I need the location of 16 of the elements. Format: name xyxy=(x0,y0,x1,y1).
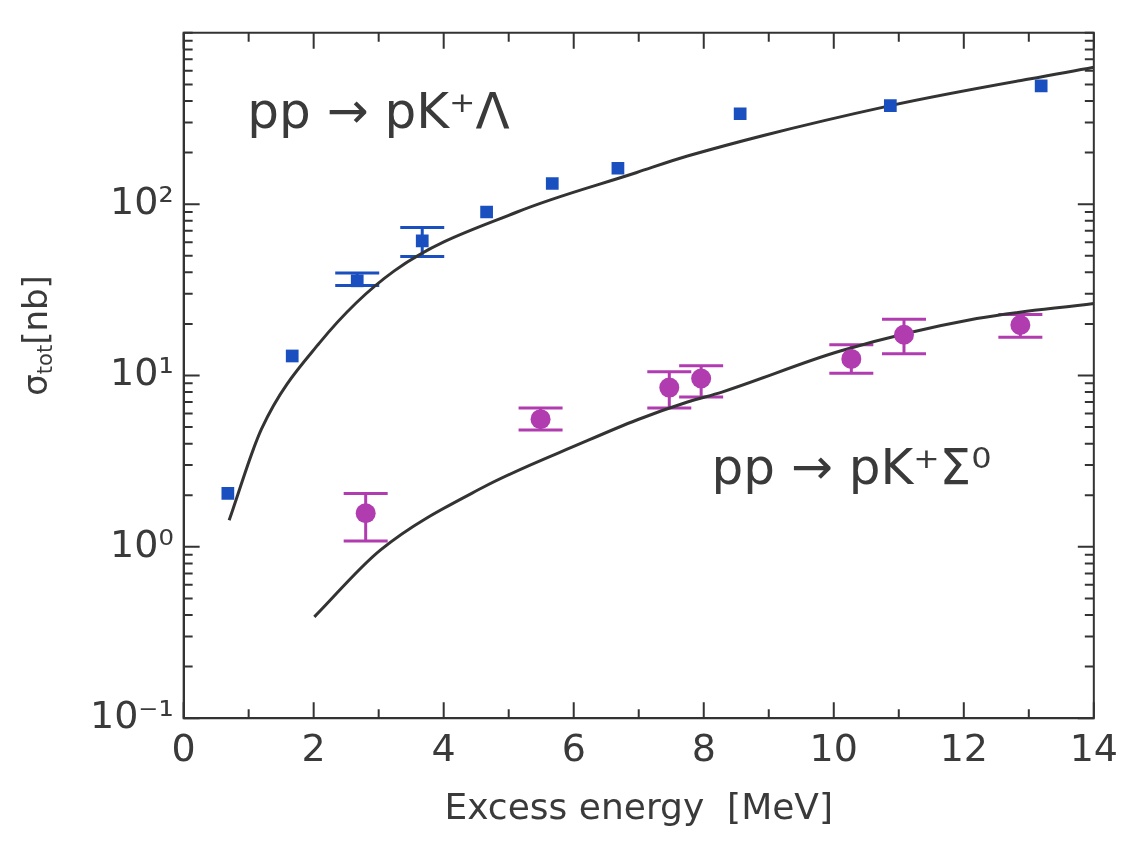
x-tick-label: 8 xyxy=(691,725,716,770)
x-tick-label: 6 xyxy=(561,725,586,770)
annotation: pp → pK⁺Σ⁰ xyxy=(711,438,992,497)
y-axis-title: σtot[nb] xyxy=(14,275,57,396)
x-tick-label: 14 xyxy=(1069,725,1118,770)
annotation: pp → pK⁺Λ xyxy=(247,82,510,141)
y-tick-label: 10¹ xyxy=(110,350,174,395)
y-tick-label: 10⁰ xyxy=(110,521,174,566)
y-tick-label: 10⁻¹ xyxy=(89,693,174,738)
x-tick-label: 4 xyxy=(431,725,456,770)
x-tick-label: 2 xyxy=(301,725,326,770)
x-tick-label: 10 xyxy=(809,725,858,770)
x-tick-label: 0 xyxy=(171,725,196,770)
x-axis-title: Excess energy [MeV] xyxy=(444,785,834,827)
y-tick-label: 10² xyxy=(110,179,174,224)
x-tick-label: 12 xyxy=(939,725,988,770)
